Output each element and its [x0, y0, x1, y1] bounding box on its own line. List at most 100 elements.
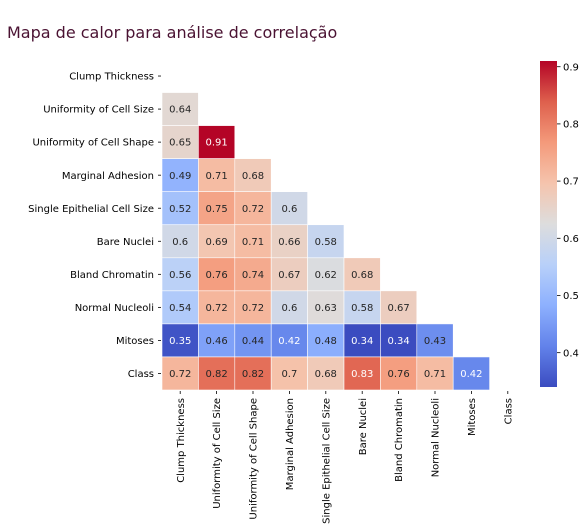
- heatmap-cell-value: 0.58: [351, 303, 373, 314]
- heatmap-cell-value: 0.72: [169, 369, 191, 380]
- heatmap-cell-value: 0.68: [351, 270, 373, 281]
- heatmap-cell: [343, 290, 381, 325]
- heatmap-cell-value: 0.72: [205, 303, 227, 314]
- heatmap-cell: [270, 290, 308, 325]
- y-axis-labels: Clump Thickness Uniformity of Cell Size Un…: [28, 72, 161, 380]
- heatmap-cell: [234, 323, 272, 358]
- heatmap-cell-value: 0.91: [205, 138, 227, 149]
- heatmap-cell: [234, 257, 272, 292]
- colorbar-tick-label: 0.8: [563, 120, 579, 131]
- heatmap-cell-value: 0.52: [169, 204, 191, 215]
- y-tick-label: Normal Nucleoli: [75, 303, 154, 314]
- heatmap-cell: [270, 356, 308, 391]
- x-tick-label: Single Epithelial Cell Size: [321, 398, 332, 524]
- x-tick-label: Normal Nucleoli: [431, 398, 442, 477]
- x-tick-label: Marginal Adhesion: [285, 398, 296, 490]
- heatmap-cell-value: 0.72: [242, 303, 264, 314]
- heatmap-cell-value: 0.82: [205, 369, 227, 380]
- x-tick-label: Bland Chromatin: [394, 398, 405, 482]
- colorbar-tick-label: 0.4: [563, 348, 579, 359]
- heatmap-cell-value: 0.63: [315, 303, 337, 314]
- heatmap-cell-value: 0.48: [315, 336, 337, 347]
- heatmap-cell-value: 0.76: [387, 369, 409, 380]
- heatmap-cell-value: 0.58: [315, 237, 337, 248]
- heatmap-cell-value: 0.64: [169, 105, 191, 116]
- colorbar: 0.4 0.5 0.6 0.7 0.8 0.9: [540, 61, 579, 387]
- y-tick-label: Clump Thickness: [69, 72, 154, 83]
- heatmap-cell: [161, 290, 199, 325]
- heatmap-cell-value: 0.43: [424, 336, 446, 347]
- heatmap-cell: [307, 356, 345, 391]
- heatmap-cell-value: 0.34: [351, 336, 373, 347]
- heatmap-cell-value: 0.44: [242, 336, 264, 347]
- y-tick-label: Mitoses: [116, 336, 154, 347]
- colorbar-tick-label: 0.6: [563, 234, 579, 245]
- heatmap-cell-value: 0.71: [424, 369, 446, 380]
- x-tick-label: Clump Thickness: [176, 398, 187, 483]
- colorbar-tick-label: 0.9: [563, 62, 579, 73]
- y-tick-label: Bland Chromatin: [70, 270, 154, 281]
- heatmap-cells: 0.64 0.65 0.91 0.49 0.71 0.68 0.52 0.75 0.72 0.6 0…: [161, 92, 490, 391]
- heatmap-cell: [234, 356, 272, 391]
- heatmap-cell: [380, 356, 418, 391]
- colorbar-tick-label: 0.7: [563, 177, 579, 188]
- heatmap-cell-value: 0.6: [172, 237, 188, 248]
- heatmap-cell-value: 0.62: [315, 270, 337, 281]
- colorbar-tick-label: 0.5: [563, 291, 579, 302]
- heatmap-cell-value: 0.42: [278, 336, 300, 347]
- heatmap-cell-value: 0.66: [278, 237, 300, 248]
- heatmap-cell: [161, 323, 199, 358]
- heatmap-cell-value: 0.71: [242, 237, 264, 248]
- y-tick-label: Marginal Adhesion: [62, 171, 154, 182]
- heatmap-cell-value: 0.69: [205, 237, 227, 248]
- heatmap-cell-value: 0.67: [387, 303, 409, 314]
- heatmap-cell: [198, 191, 236, 226]
- heatmap-cell: [270, 224, 308, 259]
- heatmap-cell-value: 0.56: [169, 270, 191, 281]
- x-tick-label: Uniformity of Cell Shape: [249, 398, 260, 520]
- heatmap-cell: [343, 356, 381, 391]
- heatmap-cell-value: 0.6: [281, 204, 297, 215]
- heatmap-cell-value: 0.71: [205, 171, 227, 182]
- chart-title: Mapa de calor para análise de correlação: [7, 23, 337, 42]
- heatmap-cell: [380, 290, 418, 325]
- x-tick-label: Class: [503, 398, 514, 424]
- heatmap-cell-value: 0.67: [278, 270, 300, 281]
- heatmap-cell-value: 0.68: [315, 369, 337, 380]
- heatmap-cell: [270, 191, 308, 226]
- heatmap-cell-value: 0.68: [242, 171, 264, 182]
- heatmap-cell: [198, 224, 236, 259]
- heatmap-cell: [198, 356, 236, 391]
- heatmap-cell: [234, 158, 272, 192]
- heatmap-cell-value: 0.35: [169, 336, 191, 347]
- heatmap-cell: [198, 257, 236, 292]
- heatmap-cell: [198, 290, 236, 325]
- heatmap-cell: [307, 257, 345, 292]
- heatmap-cell-value: 0.34: [387, 336, 409, 347]
- heatmap-cell-value: 0.72: [242, 204, 264, 215]
- colorbar-gradient: [540, 61, 557, 387]
- heatmap-cell: [161, 92, 199, 126]
- heatmap-cell: [198, 125, 236, 159]
- heatmap-cell-value: 0.74: [242, 270, 264, 281]
- heatmap-cell: [343, 257, 381, 292]
- heatmap-cell-value: 0.82: [242, 369, 264, 380]
- x-tick-label: Bare Nuclei: [358, 398, 369, 455]
- heatmap-cell-value: 0.7: [281, 369, 297, 380]
- heatmap-cell: [270, 257, 308, 292]
- y-tick-label: Uniformity of Cell Size: [43, 105, 154, 116]
- heatmap-cell: [452, 356, 490, 391]
- y-tick-label: Bare Nuclei: [97, 237, 154, 248]
- heatmap-cell-value: 0.42: [460, 369, 482, 380]
- y-tick-label: Class: [128, 369, 154, 380]
- heatmap-cell: [161, 125, 199, 159]
- heatmap-cell-value: 0.54: [169, 303, 191, 314]
- heatmap-cell: [161, 356, 199, 391]
- heatmap-cell-value: 0.46: [205, 336, 227, 347]
- y-tick-label: Single Epithelial Cell Size: [28, 204, 154, 215]
- heatmap-cell: [161, 257, 199, 292]
- x-axis-labels: Clump Thickness Uniformity of Cell Size Un…: [176, 391, 514, 524]
- heatmap-cell-value: 0.65: [169, 138, 191, 149]
- heatmap-cell: [416, 323, 454, 358]
